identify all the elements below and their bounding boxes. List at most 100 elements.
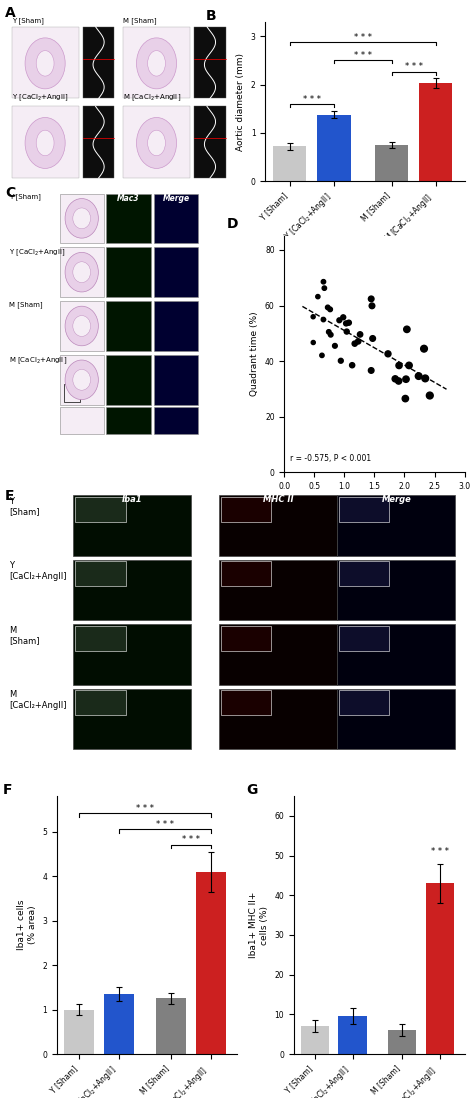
FancyBboxPatch shape xyxy=(12,107,79,178)
FancyBboxPatch shape xyxy=(73,625,191,685)
Ellipse shape xyxy=(65,306,99,346)
Ellipse shape xyxy=(73,369,91,390)
Point xyxy=(348,357,356,374)
Bar xyxy=(426,884,454,1054)
Point xyxy=(356,326,364,344)
Text: * * *: * * * xyxy=(156,819,174,829)
Text: Mac3: Mac3 xyxy=(117,193,140,203)
Ellipse shape xyxy=(65,253,99,292)
FancyBboxPatch shape xyxy=(221,691,271,715)
Text: A: A xyxy=(5,5,16,20)
FancyBboxPatch shape xyxy=(194,26,226,99)
FancyBboxPatch shape xyxy=(123,26,190,99)
FancyBboxPatch shape xyxy=(83,26,114,99)
Ellipse shape xyxy=(65,199,99,238)
FancyBboxPatch shape xyxy=(221,561,271,586)
Point xyxy=(325,323,333,340)
FancyBboxPatch shape xyxy=(106,301,151,350)
Point xyxy=(327,326,335,344)
FancyBboxPatch shape xyxy=(106,407,151,434)
Text: Y
[Sham]: Y [Sham] xyxy=(9,496,40,516)
FancyBboxPatch shape xyxy=(75,626,126,650)
Text: M [Sham]: M [Sham] xyxy=(123,16,157,23)
Ellipse shape xyxy=(147,131,165,156)
Point xyxy=(415,368,422,385)
Text: G: G xyxy=(246,783,257,797)
FancyBboxPatch shape xyxy=(337,495,456,556)
Point xyxy=(343,323,351,340)
FancyBboxPatch shape xyxy=(60,407,104,434)
Text: * * *: * * * xyxy=(303,96,321,104)
Point xyxy=(426,386,434,404)
FancyBboxPatch shape xyxy=(60,355,104,404)
FancyBboxPatch shape xyxy=(75,496,126,522)
Point xyxy=(402,370,410,388)
FancyBboxPatch shape xyxy=(75,561,126,586)
Text: Merge: Merge xyxy=(382,495,411,504)
Ellipse shape xyxy=(73,261,91,282)
FancyBboxPatch shape xyxy=(73,495,191,556)
FancyBboxPatch shape xyxy=(221,496,271,522)
FancyBboxPatch shape xyxy=(154,301,198,350)
FancyBboxPatch shape xyxy=(154,247,198,296)
Y-axis label: Iba1+ cells
(% area): Iba1+ cells (% area) xyxy=(18,900,36,950)
Y-axis label: Quadrant time (%): Quadrant time (%) xyxy=(250,312,259,396)
FancyBboxPatch shape xyxy=(60,193,104,243)
FancyBboxPatch shape xyxy=(154,355,198,404)
FancyBboxPatch shape xyxy=(219,560,337,620)
Bar xyxy=(318,114,351,181)
Text: C: C xyxy=(5,187,15,200)
Point xyxy=(421,370,429,388)
FancyBboxPatch shape xyxy=(154,407,198,434)
Point xyxy=(314,288,322,305)
Point xyxy=(324,299,331,316)
Text: M [CaCl$_2$+AngII]: M [CaCl$_2$+AngII] xyxy=(123,92,182,103)
Point xyxy=(369,329,376,347)
Point xyxy=(345,314,353,332)
Point xyxy=(331,337,339,355)
FancyBboxPatch shape xyxy=(339,496,390,522)
FancyBboxPatch shape xyxy=(337,690,456,749)
Text: M
[Sham]: M [Sham] xyxy=(9,626,40,646)
FancyBboxPatch shape xyxy=(106,247,151,296)
Point xyxy=(403,321,410,338)
Text: Y [CaCl$_2$+AngII]: Y [CaCl$_2$+AngII] xyxy=(12,92,68,103)
Text: MHC II: MHC II xyxy=(263,495,293,504)
Text: M
[CaCl₂+AngII]: M [CaCl₂+AngII] xyxy=(9,691,67,709)
Point xyxy=(405,357,413,374)
Point xyxy=(319,273,327,291)
Text: B: B xyxy=(206,9,216,23)
Point xyxy=(336,312,343,329)
Point xyxy=(401,390,409,407)
FancyBboxPatch shape xyxy=(106,355,151,404)
Bar xyxy=(375,145,408,181)
Point xyxy=(367,290,375,307)
Bar xyxy=(273,146,306,181)
FancyBboxPatch shape xyxy=(60,301,104,350)
Text: D: D xyxy=(227,217,238,232)
FancyBboxPatch shape xyxy=(106,193,151,243)
Point xyxy=(420,340,428,358)
FancyBboxPatch shape xyxy=(339,561,390,586)
Point xyxy=(367,361,375,379)
Point xyxy=(327,301,334,318)
Text: F: F xyxy=(3,783,12,797)
Ellipse shape xyxy=(36,51,54,76)
Text: Y
[CaCl₂+AngII]: Y [CaCl₂+AngII] xyxy=(9,561,67,581)
Y-axis label: Iba1+ MHC II+
cells (%): Iba1+ MHC II+ cells (%) xyxy=(249,892,269,959)
Y-axis label: Aortic diameter (mm): Aortic diameter (mm) xyxy=(236,53,245,150)
Point xyxy=(320,279,328,296)
Text: Y [Sham]: Y [Sham] xyxy=(12,16,44,23)
FancyBboxPatch shape xyxy=(73,690,191,749)
Point xyxy=(355,333,362,350)
FancyBboxPatch shape xyxy=(154,193,198,243)
Bar xyxy=(104,994,134,1054)
Text: * * *: * * * xyxy=(354,51,372,59)
FancyBboxPatch shape xyxy=(75,691,126,715)
Ellipse shape xyxy=(25,117,65,168)
Point xyxy=(319,311,327,328)
Bar xyxy=(64,1009,94,1054)
Ellipse shape xyxy=(25,38,65,89)
FancyBboxPatch shape xyxy=(339,626,390,650)
Text: M [Sham]: M [Sham] xyxy=(9,301,43,309)
